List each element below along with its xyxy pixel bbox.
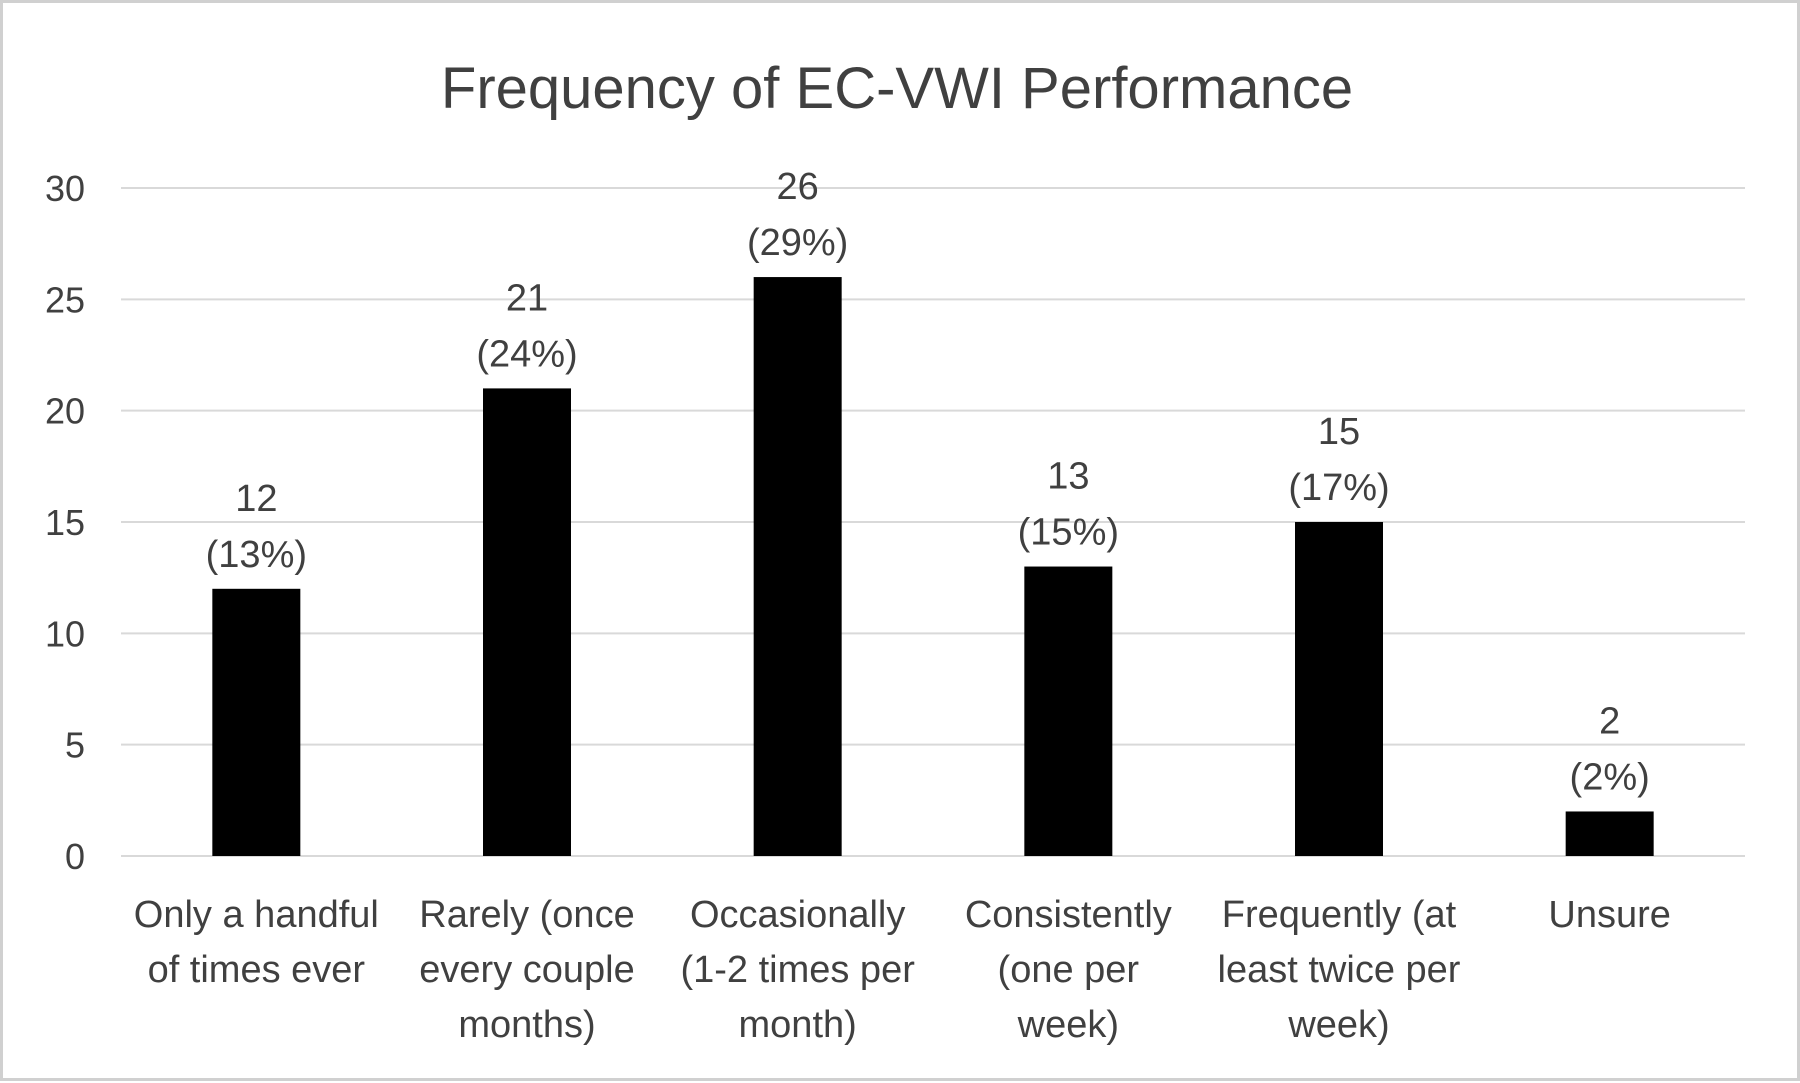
data-label: 21 [506, 277, 548, 319]
bar [1295, 522, 1383, 856]
category-label: week) [1017, 1004, 1119, 1046]
y-tick-label: 0 [65, 836, 85, 877]
data-label: 26 [777, 166, 819, 208]
bar [212, 588, 301, 856]
data-label: 15 [1318, 411, 1360, 453]
data-label: (2%) [1570, 756, 1650, 798]
data-label: (29%) [747, 222, 848, 264]
bars [212, 277, 1654, 857]
data-labels: 12 (13%) 21 (24%) 26 (29%) 13 (15%) 15 (17%) 2 (2%) [206, 166, 1650, 798]
category-label: Consistently [965, 894, 1172, 936]
category-label: week) [1287, 1004, 1389, 1046]
x-axis-category-labels: Only a handful of times ever Rarely (once e… [134, 894, 1671, 1046]
category-label: Rarely (once [419, 894, 634, 936]
bar [753, 277, 842, 857]
bar [1565, 811, 1654, 856]
bar [483, 388, 571, 856]
category-label: Unsure [1548, 894, 1671, 936]
category-label: Frequently (at [1222, 894, 1457, 936]
data-label: (15%) [1018, 512, 1119, 554]
category-label: Only a handful [134, 894, 379, 936]
data-label: 12 [235, 478, 277, 520]
y-tick-label: 25 [45, 279, 85, 320]
category-label: least twice per [1218, 949, 1461, 991]
bar-chart: Frequency of EC-VWI Performance 05101520… [45, 56, 1745, 1046]
category-label: Occasionally [690, 894, 905, 936]
category-label: (one per [998, 949, 1140, 991]
y-tick-label: 5 [65, 725, 85, 766]
category-label: of times ever [148, 949, 366, 991]
data-label: 2 [1599, 700, 1620, 742]
y-axis-tick-labels: 0 5 10 15 20 25 30 [45, 168, 85, 877]
data-label: (24%) [476, 333, 577, 375]
data-label: (17%) [1288, 467, 1389, 509]
category-label: (1-2 times per [680, 949, 915, 991]
gridlines [121, 187, 1745, 857]
y-tick-label: 15 [45, 502, 85, 543]
chart-title: Frequency of EC-VWI Performance [441, 56, 1353, 121]
data-label: 13 [1047, 456, 1089, 498]
category-label: month) [739, 1004, 857, 1046]
bar [1024, 566, 1113, 856]
data-label: (13%) [206, 534, 307, 576]
y-tick-label: 10 [45, 613, 85, 654]
category-label: months) [458, 1004, 595, 1046]
y-tick-label: 30 [45, 168, 85, 209]
y-tick-label: 20 [45, 391, 85, 432]
category-label: every couple [419, 949, 634, 991]
